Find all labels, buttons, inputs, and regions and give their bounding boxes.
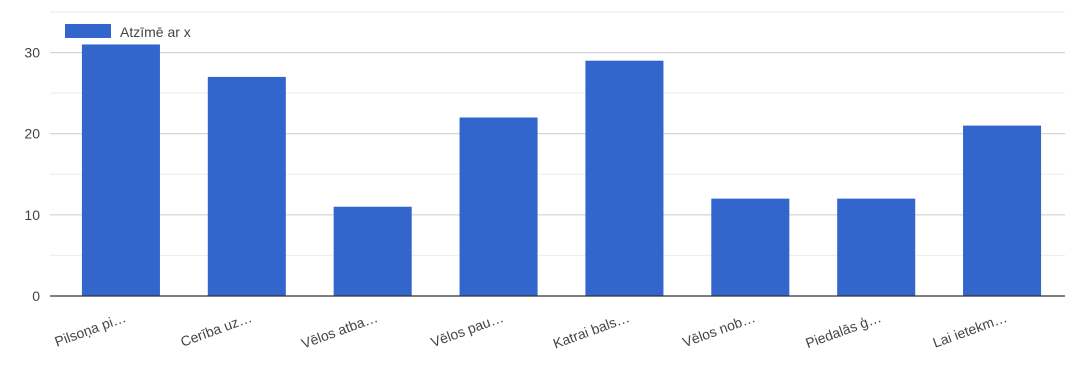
bar[interactable] (207, 76, 286, 297)
bar[interactable] (81, 44, 160, 297)
legend-swatch (65, 24, 111, 38)
bar[interactable] (711, 198, 790, 296)
y-tick-label: 0 (32, 288, 40, 304)
x-tick-label: Katrai bals… (551, 309, 632, 351)
bar[interactable] (837, 198, 916, 296)
legend-label: Atzīmē ar x (120, 24, 191, 40)
x-tick-label: Piedalās ģ… (803, 309, 883, 351)
y-tick-label: 30 (24, 45, 40, 61)
x-tick-label: Vēlos atba… (299, 309, 380, 351)
x-tick-label: Pilsoņa pi… (52, 309, 128, 350)
x-tick-label: Vēlos nob… (680, 309, 757, 350)
x-tick-label: Lai ietekm… (931, 309, 1010, 351)
x-tick-label: Cerība uz… (178, 309, 254, 350)
axes: 0 10 20 30 Pilsoņa pi… Cerība uz… Vēlos atba… V… (24, 45, 1065, 352)
bar[interactable] (459, 117, 538, 296)
bar[interactable] (333, 206, 412, 296)
x-tick-label: Vēlos pau… (429, 309, 506, 350)
bar[interactable] (963, 125, 1042, 296)
bars (81, 44, 1042, 297)
legend[interactable]: Atzīmē ar x (65, 24, 191, 40)
y-tick-label: 20 (24, 126, 40, 142)
bar[interactable] (585, 60, 664, 296)
y-tick-label: 10 (24, 207, 40, 223)
